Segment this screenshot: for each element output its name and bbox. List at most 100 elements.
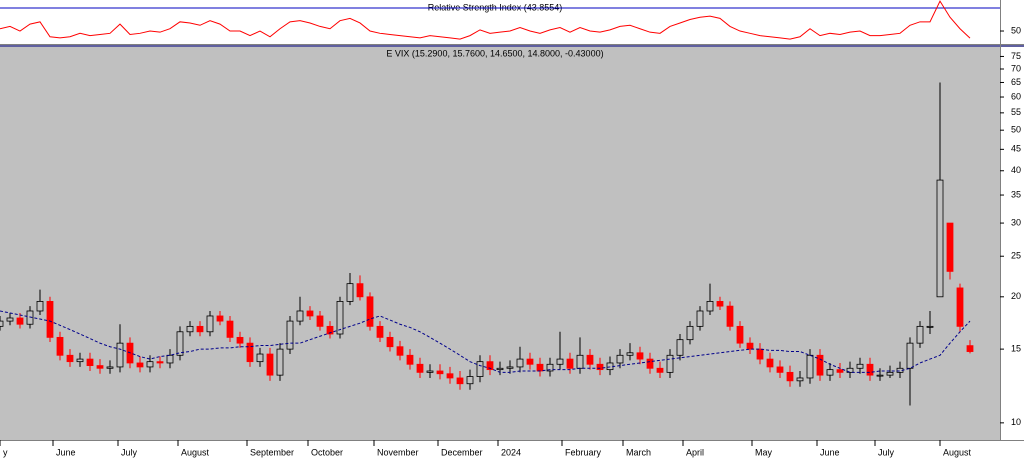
y-tick-label: 30 [1011,217,1021,227]
candle-body [866,363,874,376]
y-tick-label: 35 [1011,189,1021,199]
candle-body [806,354,814,379]
x-tick-label: November [377,447,419,457]
candle-body [576,354,584,369]
candle-body [476,361,484,377]
candle-body [416,363,424,373]
candle-body [946,222,954,272]
candle-body [746,342,754,350]
candle-body [246,342,254,363]
candle-body [76,358,84,363]
candle-body [556,358,564,365]
price-title: E VIX (15.2900, 15.7600, 14.6500, 14.800… [386,48,603,58]
candle-body [66,354,74,363]
candle-body [216,315,224,322]
candle-body [366,296,374,327]
candle-body [926,325,934,328]
candle-body [546,363,554,372]
candle-body [306,310,314,317]
candle-body [966,345,974,352]
candle-body [456,377,464,385]
moving-average [0,310,971,373]
candle-body [266,353,274,376]
y-tick-label: 50 [1011,125,1021,135]
candle-body [16,317,24,325]
candle-body [846,367,854,373]
y-tick-label: 15 [1011,343,1021,353]
y-tick-label: 45 [1011,144,1021,154]
candle-body [776,366,784,373]
candle-body [596,363,604,371]
candle-body [146,361,154,368]
candle-body [836,369,844,373]
y-tick-label: 65 [1011,77,1021,87]
candle-body [26,310,34,325]
candle-body [686,325,694,341]
candle-body [96,365,104,369]
x-tick-label: August [181,447,210,457]
candle-body [116,342,124,368]
candle-body [766,358,774,368]
candle-body [626,352,634,356]
candle-body [906,342,914,369]
x-tick-label: y [3,447,8,457]
candle-body [376,325,384,338]
candle-body [256,353,264,363]
x-tick-label: June [56,447,76,457]
candle-body [386,336,394,348]
candle-body [796,377,804,382]
candle-body [586,354,594,365]
candle-body [916,325,924,344]
candle-body [56,336,64,356]
candle-body [756,348,764,360]
candle-body [166,354,174,364]
candle-body [496,367,504,371]
candle-body [156,361,164,364]
candle-body [236,336,244,344]
candle-body [646,358,654,369]
y-tick-label: 75 [1011,51,1021,61]
price-panel [0,47,1000,440]
candle-body [36,301,44,312]
candle-body [396,346,404,356]
x-tick-label: May [755,447,773,457]
x-tick-label: April [686,447,704,457]
candle-body [816,354,824,376]
y-tick-label: 25 [1011,251,1021,261]
candle-body [206,315,214,333]
candle-body [356,283,364,298]
candle-body [286,320,294,350]
candle-body [46,301,54,338]
candle-body [526,358,534,365]
candle-body [486,361,494,371]
candle-body [426,370,434,373]
candle-body [106,366,114,369]
candle-body [336,301,344,335]
candle-body [86,358,94,367]
y-tick-label: 20 [1011,291,1021,301]
candle-body [466,376,474,385]
x-tick-label: February [565,447,602,457]
candle-body [676,339,684,356]
candle-body [936,179,944,298]
candle-body [656,367,664,373]
candle-body [346,283,354,302]
candle-body [176,331,184,356]
y-tick-label: 60 [1011,91,1021,101]
x-tick-label: September [250,447,294,457]
candle-body [886,371,894,376]
candle-body [406,354,414,365]
x-tick-label: August [943,447,972,457]
candle-body [706,301,714,312]
candle-body [136,362,144,368]
x-tick-label: July [878,447,895,457]
candle-body [226,320,234,338]
candle-body [536,363,544,372]
candle-body [736,325,744,344]
y-tick-label: 10 [1011,417,1021,427]
candle-body [516,358,524,368]
candle-body [0,320,4,327]
y-tick-label: 40 [1011,165,1021,175]
